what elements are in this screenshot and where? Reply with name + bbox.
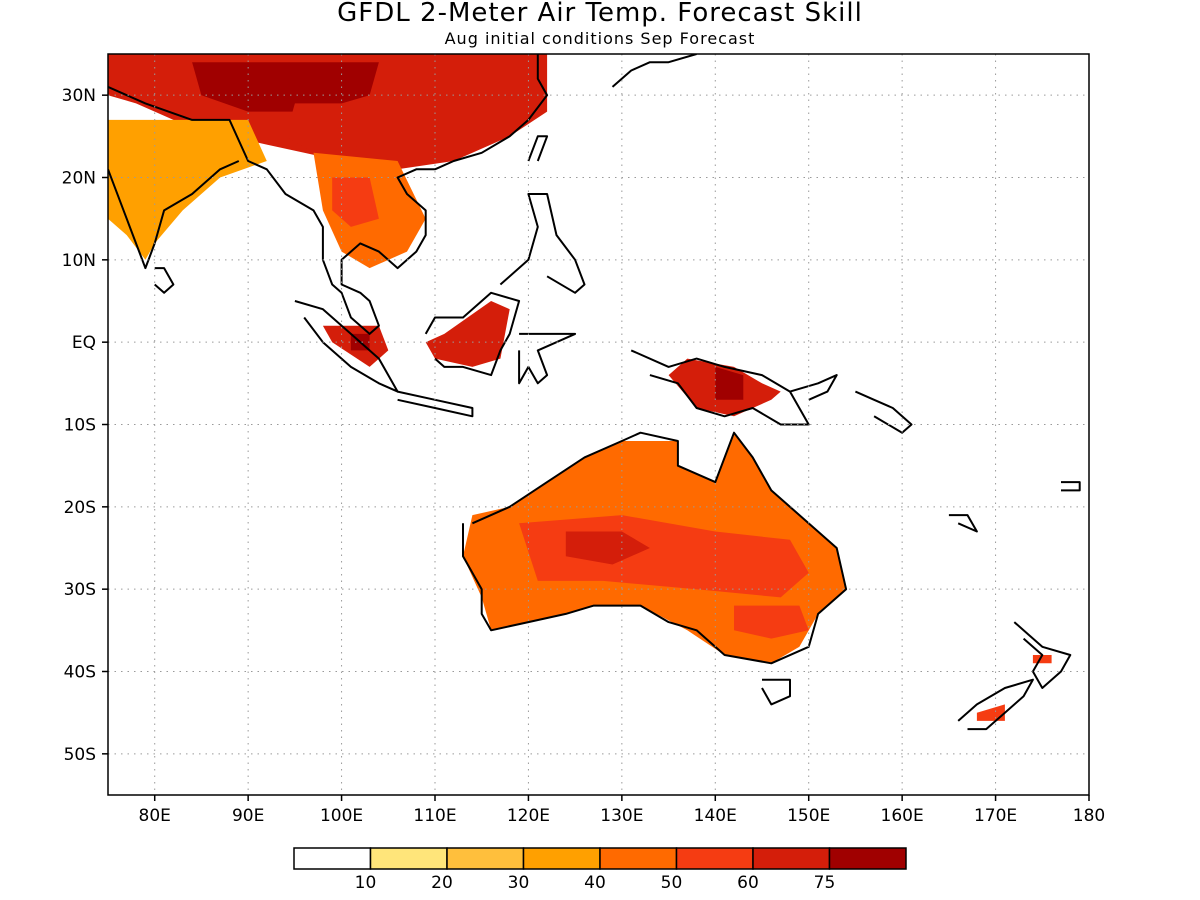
colorbar-label: 10 [355,873,377,893]
lat-tick-label: 20S [64,498,96,518]
lat-tick-label: EQ [72,333,96,353]
colorbar-label: 75 [814,873,836,893]
lon-tick-label: 90E [232,806,264,826]
colorbar-label: 20 [431,873,453,893]
coastline-5 [397,390,474,418]
lat-tick-label: 30N [62,86,96,106]
coastline-7 [518,332,577,385]
coastline-1 [108,54,549,335]
colorbar-legend: 10 20 30 40 50 60 75 [293,847,907,893]
map-title: GFDL 2-Meter Air Temp. Forecast Skill [337,0,863,28]
skill-region-9 [425,301,510,367]
map-subtitle: Aug initial conditions Sep Forecast [444,29,756,48]
lon-tick-label: 80E [139,806,171,826]
skill-shading-layer [108,54,1052,721]
colorbar-bin-5 [599,847,678,870]
colorbar-label: 30 [508,873,530,893]
skill-region-4 [108,119,267,260]
skill-region-15 [734,605,809,639]
coastline-11 [462,431,848,665]
coastline-12 [761,678,791,706]
colorbar-bin-6 [675,847,754,870]
colorbar-bin-1 [293,847,372,870]
lon-tick-label: 100E [320,806,363,826]
coastline-8 [499,193,586,294]
coastline-14 [957,678,1034,731]
colorbar-bin-3 [446,847,525,870]
skill-region-16 [976,704,1005,721]
skill-region-11 [715,366,744,400]
coastline-9 [527,135,549,162]
coastline-16 [854,390,913,434]
coastline-2 [108,160,240,270]
coastline-13 [1013,621,1072,689]
lat-tick-label: 30S [64,580,96,600]
colorbar-bin-4 [522,847,601,870]
coastline-3 [154,267,175,294]
lat-tick-label: 10N [62,251,96,271]
skill-region-17 [1032,655,1052,664]
lon-tick-label: 130E [600,806,643,826]
graticule-grid [108,54,1089,795]
axis-labels: 80E 90E 100E 110E 120E 130E 140E 150E 160E 170E 18… [62,86,1106,826]
lat-tick-label: 10S [64,416,96,436]
skill-region-3 [285,103,370,153]
lat-tick-label: 50S [64,745,96,765]
coastline-15 [789,374,838,401]
lon-tick-label: 110E [413,806,456,826]
coastline-19 [611,54,697,88]
colorbar-label: 50 [661,873,683,893]
coastline-18 [948,514,978,533]
lon-tick-label: 140E [694,806,737,826]
lon-tick-label: 180 [1073,806,1105,826]
lon-tick-label: 170E [974,806,1017,826]
colorbar-bin-8 [828,847,907,870]
lon-tick-label: 160E [881,806,924,826]
colorbar-bin-2 [369,847,448,870]
colorbar-bin-7 [752,847,831,870]
lon-tick-label: 120E [507,806,550,826]
lat-tick-label: 40S [64,663,96,683]
colorbar-label: 60 [737,873,759,893]
lat-tick-label: 20N [62,169,96,189]
skill-region-2 [192,62,379,112]
skill-region-6 [332,177,379,227]
lon-tick-label: 150E [787,806,830,826]
colorbar-label: 40 [584,873,606,893]
coastline-6 [424,291,521,377]
coastline-17 [1061,481,1081,492]
skill-region-14 [565,531,650,565]
